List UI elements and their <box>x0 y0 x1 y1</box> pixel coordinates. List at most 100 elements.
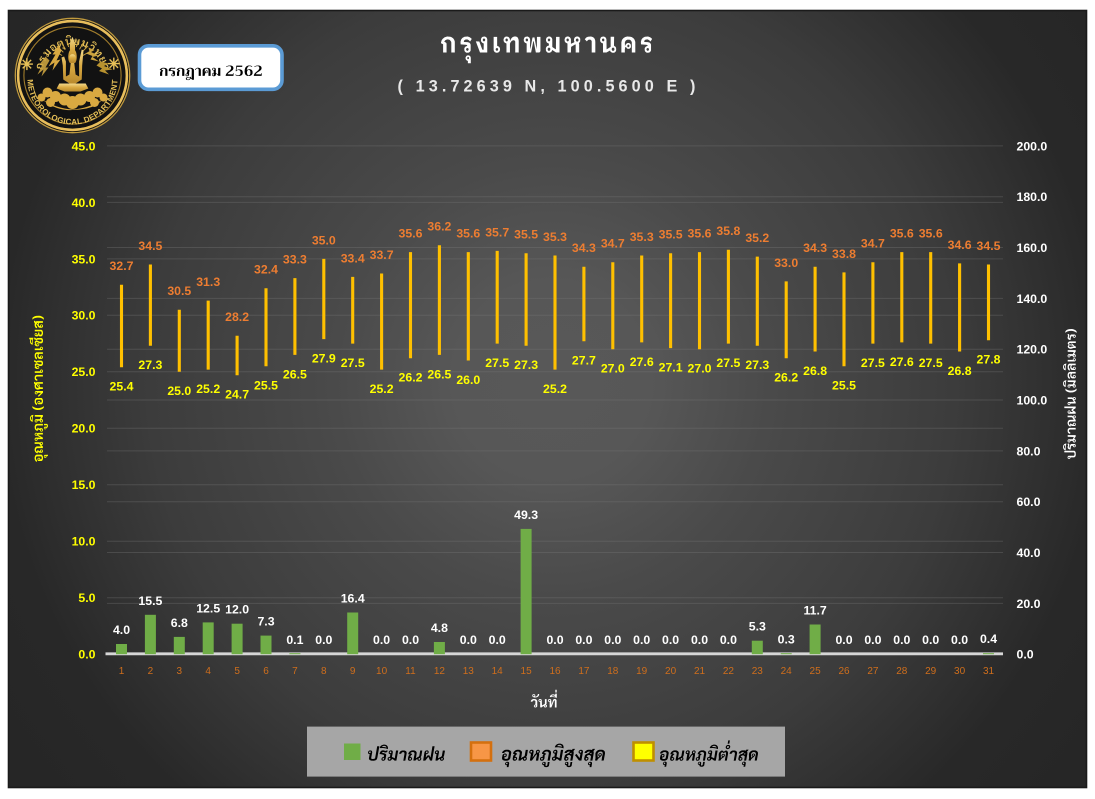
svg-text:0.0: 0.0 <box>546 633 563 647</box>
svg-text:27.5: 27.5 <box>716 356 740 370</box>
svg-text:35.5: 35.5 <box>659 228 683 242</box>
svg-text:28: 28 <box>896 666 908 677</box>
svg-text:27: 27 <box>867 666 879 677</box>
svg-text:30.0: 30.0 <box>72 309 96 323</box>
svg-text:0.0: 0.0 <box>604 633 621 647</box>
svg-text:5.3: 5.3 <box>749 620 766 634</box>
svg-text:31: 31 <box>983 666 995 677</box>
svg-text:0.0: 0.0 <box>575 633 592 647</box>
svg-text:4: 4 <box>205 666 211 677</box>
svg-text:6.8: 6.8 <box>171 616 188 630</box>
svg-text:0.0: 0.0 <box>893 633 910 647</box>
svg-text:27.5: 27.5 <box>341 356 365 370</box>
svg-text:26.5: 26.5 <box>427 367 451 381</box>
svg-text:27.9: 27.9 <box>312 352 336 366</box>
svg-text:26.2: 26.2 <box>774 371 798 385</box>
svg-text:18: 18 <box>607 666 619 677</box>
svg-text:35.6: 35.6 <box>919 227 943 241</box>
svg-text:0.0: 0.0 <box>864 633 881 647</box>
svg-text:40.0: 40.0 <box>72 196 96 210</box>
svg-text:60.0: 60.0 <box>1017 495 1041 509</box>
svg-text:160.0: 160.0 <box>1017 241 1048 255</box>
svg-text:25.2: 25.2 <box>370 382 394 396</box>
svg-text:4.8: 4.8 <box>431 621 448 635</box>
svg-text:25.0: 25.0 <box>167 384 191 398</box>
svg-text:27.3: 27.3 <box>514 358 538 372</box>
svg-text:15.0: 15.0 <box>72 478 96 492</box>
svg-text:40.0: 40.0 <box>1017 546 1041 560</box>
svg-text:7.3: 7.3 <box>257 615 274 629</box>
svg-text:35.3: 35.3 <box>630 230 654 244</box>
svg-text:0.0: 0.0 <box>951 633 968 647</box>
svg-text:26.5: 26.5 <box>283 367 307 381</box>
svg-text:5.0: 5.0 <box>78 591 95 605</box>
svg-text:27.6: 27.6 <box>630 355 654 369</box>
svg-text:200.0: 200.0 <box>1017 139 1048 153</box>
svg-text:33.4: 33.4 <box>341 251 365 265</box>
svg-text:45.0: 45.0 <box>72 139 96 153</box>
svg-text:27.7: 27.7 <box>572 354 596 368</box>
svg-text:35.3: 35.3 <box>543 230 567 244</box>
svg-text:0.0: 0.0 <box>691 633 708 647</box>
svg-text:8: 8 <box>321 666 327 677</box>
svg-text:0.0: 0.0 <box>835 633 852 647</box>
svg-text:27.0: 27.0 <box>601 362 625 376</box>
svg-text:2: 2 <box>148 666 154 677</box>
svg-text:15.5: 15.5 <box>138 594 162 608</box>
svg-text:33.7: 33.7 <box>370 248 394 262</box>
svg-text:180.0: 180.0 <box>1017 190 1048 204</box>
svg-text:32.7: 32.7 <box>110 259 134 273</box>
svg-text:0.0: 0.0 <box>662 633 679 647</box>
svg-text:27.6: 27.6 <box>890 355 914 369</box>
svg-text:26.8: 26.8 <box>803 364 827 378</box>
svg-text:34.5: 34.5 <box>977 239 1001 253</box>
svg-text:13: 13 <box>463 666 475 677</box>
svg-text:35.0: 35.0 <box>312 233 336 247</box>
svg-text:36.2: 36.2 <box>427 220 451 234</box>
svg-text:29: 29 <box>925 666 937 677</box>
svg-text:26: 26 <box>838 666 850 677</box>
svg-text:23: 23 <box>752 666 764 677</box>
svg-text:1: 1 <box>119 666 125 677</box>
svg-text:30: 30 <box>954 666 966 677</box>
svg-text:24.7: 24.7 <box>225 388 249 402</box>
svg-text:35.7: 35.7 <box>485 225 509 239</box>
svg-text:26.2: 26.2 <box>399 371 423 385</box>
svg-text:30.5: 30.5 <box>167 284 191 298</box>
svg-text:11: 11 <box>405 666 416 677</box>
svg-text:35.8: 35.8 <box>716 224 740 238</box>
svg-text:15: 15 <box>521 666 533 677</box>
svg-text:22: 22 <box>723 666 735 677</box>
svg-text:32.4: 32.4 <box>254 263 278 277</box>
svg-text:27.3: 27.3 <box>745 358 769 372</box>
svg-text:35.6: 35.6 <box>456 227 480 241</box>
svg-text:4.0: 4.0 <box>113 623 130 637</box>
svg-text:0.0: 0.0 <box>922 633 939 647</box>
svg-text:20.0: 20.0 <box>1017 597 1041 611</box>
svg-text:0.3: 0.3 <box>778 632 795 646</box>
svg-text:34.6: 34.6 <box>948 238 972 252</box>
svg-text:20: 20 <box>665 666 677 677</box>
svg-text:0.0: 0.0 <box>78 648 95 662</box>
svg-text:17: 17 <box>578 666 590 677</box>
svg-text:0.1: 0.1 <box>286 633 303 647</box>
svg-text:12: 12 <box>434 666 446 677</box>
svg-text:35.6: 35.6 <box>688 227 712 241</box>
svg-text:16.4: 16.4 <box>341 592 365 606</box>
svg-text:140.0: 140.0 <box>1017 292 1048 306</box>
svg-text:35.2: 35.2 <box>745 231 769 245</box>
svg-text:24: 24 <box>781 666 793 677</box>
svg-text:3: 3 <box>177 666 183 677</box>
svg-text:25: 25 <box>810 666 822 677</box>
svg-text:10.0: 10.0 <box>72 535 96 549</box>
svg-text:34.3: 34.3 <box>572 241 596 255</box>
svg-text:25.5: 25.5 <box>254 379 278 393</box>
svg-text:34.5: 34.5 <box>138 239 162 253</box>
svg-text:12.0: 12.0 <box>225 603 249 617</box>
svg-text:35.5: 35.5 <box>514 228 538 242</box>
svg-text:28.2: 28.2 <box>225 310 249 324</box>
svg-text:0.0: 0.0 <box>1017 648 1034 662</box>
svg-text:35.6: 35.6 <box>890 227 914 241</box>
svg-text:0.0: 0.0 <box>402 633 419 647</box>
svg-text:33.8: 33.8 <box>832 247 856 261</box>
